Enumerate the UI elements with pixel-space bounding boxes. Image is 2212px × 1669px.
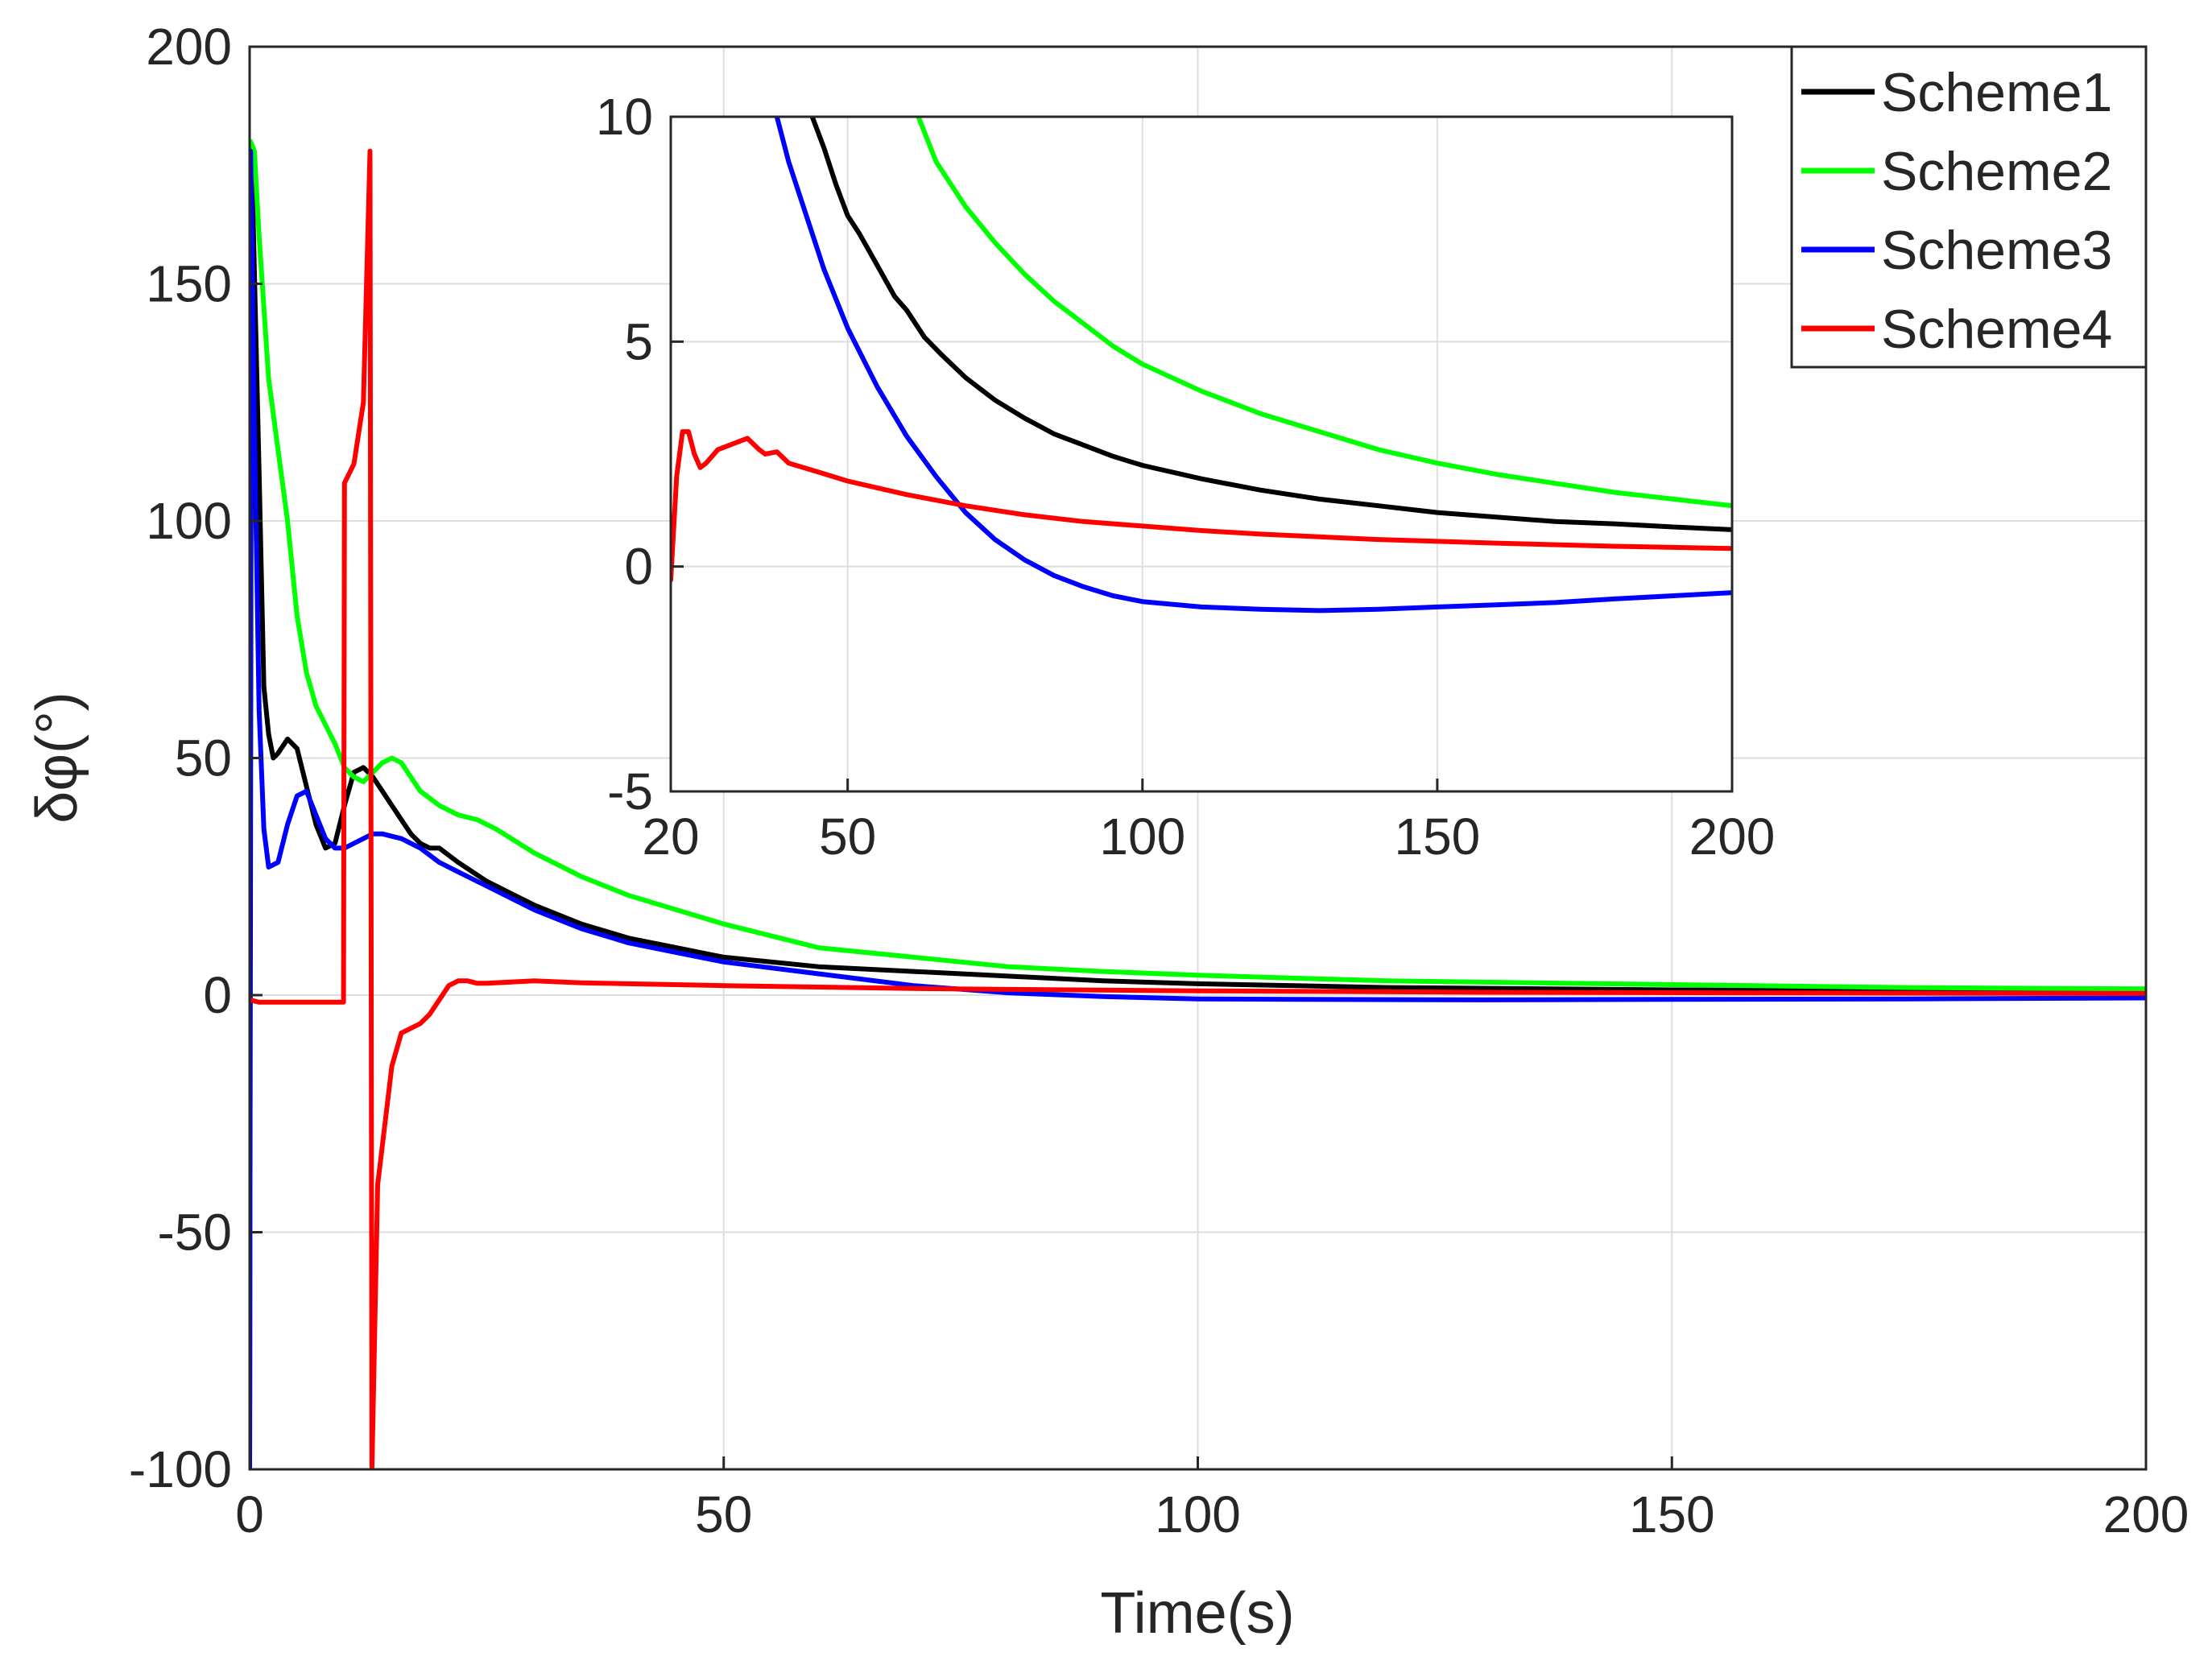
main-x-tick-label: 150 xyxy=(1629,1485,1715,1543)
inset-y-tick-label: -5 xyxy=(607,762,653,820)
main-series-scheme1 xyxy=(250,148,2146,1469)
main-series-scheme4 xyxy=(250,148,2146,1469)
legend-label-scheme4: Scheme4 xyxy=(1881,299,2112,360)
inset-x-tick-label: 100 xyxy=(1099,808,1185,865)
inset-y-tick-label: 10 xyxy=(596,88,653,146)
legend: Scheme1 Scheme2 Scheme3 Scheme4 xyxy=(1790,45,2148,369)
main-series-group xyxy=(250,138,2146,1469)
inset-x-tick-label: 150 xyxy=(1394,808,1480,865)
main-y-tick-label: -100 xyxy=(129,1440,232,1498)
main-y-ticks: -100 -50 0 50 100 150 200 xyxy=(129,18,263,1498)
legend-box xyxy=(1790,45,2148,369)
inset-y-tick-label: 5 xyxy=(624,312,653,370)
main-series-scheme3 xyxy=(250,148,2146,1469)
inset-x-ticks: 20 50 100 150 200 xyxy=(642,779,1775,865)
legend-label-scheme3: Scheme3 xyxy=(1881,220,2112,281)
y-axis-label: δφ(°) xyxy=(25,692,89,824)
inset-x-tick-label: 200 xyxy=(1689,808,1776,865)
main-series-scheme2 xyxy=(250,138,2146,1469)
inset-y-ticks: -5 0 5 10 xyxy=(596,88,684,820)
main-y-tick-label: 100 xyxy=(146,492,232,550)
main-y-tick-label: 200 xyxy=(146,18,232,76)
main-y-tick-label: 0 xyxy=(203,966,232,1024)
legend-label-scheme1: Scheme1 xyxy=(1881,62,2112,123)
inset-series-scheme3 xyxy=(774,117,1732,613)
legend-label-scheme2: Scheme2 xyxy=(1881,141,2112,202)
main-y-tick-label: -50 xyxy=(158,1204,233,1262)
main-x-tick-label: 50 xyxy=(695,1485,752,1543)
inset-plot-frame xyxy=(669,115,1734,793)
inset-series-scheme2 xyxy=(916,117,1732,509)
inset-series-scheme4 xyxy=(671,429,1732,583)
main-x-tick-label: 0 xyxy=(235,1485,264,1543)
inset-series-group xyxy=(671,117,1732,613)
main-y-tick-label: 50 xyxy=(175,729,232,787)
inset-y-tick-label: 0 xyxy=(624,538,653,596)
main-x-ticks: 0 50 100 150 200 xyxy=(235,1456,2189,1543)
inset-series-scheme1 xyxy=(809,117,1732,532)
inset-background xyxy=(671,117,1732,791)
main-x-tick-label: 100 xyxy=(1155,1485,1241,1543)
main-x-tick-label: 200 xyxy=(2103,1485,2189,1543)
inset-x-tick-label: 20 xyxy=(642,808,699,865)
main-y-tick-label: 150 xyxy=(146,255,232,313)
x-axis-label: Time(s) xyxy=(1100,1581,1294,1646)
inset-x-tick-label: 50 xyxy=(819,808,876,865)
